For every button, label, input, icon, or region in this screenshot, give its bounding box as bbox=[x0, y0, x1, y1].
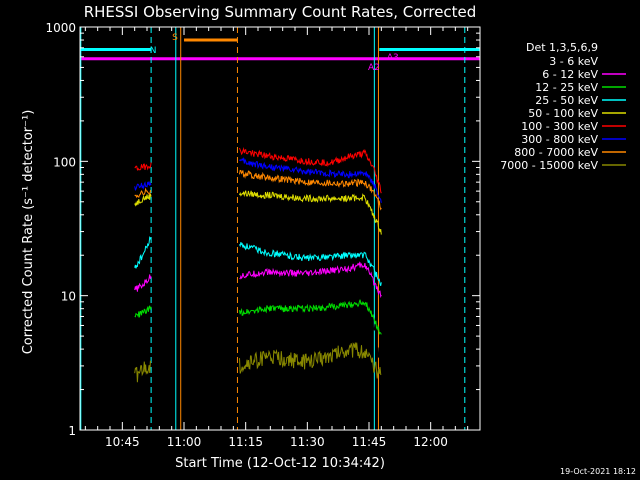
x-tick-label: 12:00 bbox=[413, 435, 448, 449]
legend-label: 25 - 50 keV bbox=[535, 94, 598, 107]
legend-label: 100 - 300 keV bbox=[521, 120, 598, 133]
series-line-4-1 bbox=[239, 190, 382, 235]
annotation-A3: A3 bbox=[387, 53, 399, 63]
series-line-5-1 bbox=[239, 146, 382, 194]
x-axis-label: Start Time (12-Oct-12 10:34:42) bbox=[175, 456, 385, 471]
series-line-3-0 bbox=[134, 236, 152, 269]
axes: 10:45 11:00 11:15 11:30 11:45 12:00 1 10 100 1000 bbox=[45, 21, 481, 449]
series-line-8-0 bbox=[134, 360, 152, 383]
plot-frame bbox=[79, 26, 481, 431]
series-line-6-1 bbox=[239, 156, 382, 203]
series-line-2-1 bbox=[239, 299, 382, 335]
legend-label: 6 - 12 keV bbox=[542, 68, 598, 81]
y-tick-label: 1 bbox=[68, 424, 76, 438]
y-axis-label: Corrected Count Rate (s⁻¹ detector⁻¹) bbox=[21, 110, 36, 355]
annotation-S: S bbox=[172, 33, 178, 43]
series-line-7-0 bbox=[134, 187, 152, 199]
x-tick-label: 10:45 bbox=[105, 435, 140, 449]
series-line-5-0 bbox=[134, 162, 152, 172]
chart-title: RHESSI Observing Summary Count Rates, Co… bbox=[84, 3, 477, 21]
series-line-1-1 bbox=[239, 261, 382, 299]
series-line-3-1 bbox=[239, 242, 382, 286]
series-line-2-0 bbox=[134, 305, 152, 319]
series-line-1-0 bbox=[134, 274, 152, 292]
legend-label: 3 - 6 keV bbox=[549, 55, 598, 68]
legend-label: 50 - 100 keV bbox=[528, 107, 598, 120]
series-line-4-0 bbox=[134, 193, 152, 207]
x-tick-label: 11:45 bbox=[352, 435, 387, 449]
series-line-7-1 bbox=[239, 169, 382, 211]
legend-label: 7000 - 15000 keV bbox=[500, 159, 598, 172]
footer-date: 19-Oct-2021 18:12 bbox=[560, 467, 636, 476]
legend-label: 800 - 7000 keV bbox=[514, 146, 598, 159]
x-tick-label: 11:30 bbox=[290, 435, 325, 449]
legend-label: 12 - 25 keV bbox=[535, 81, 598, 94]
y-tick-label: 10 bbox=[61, 290, 76, 304]
annotation-N: N bbox=[150, 46, 157, 56]
legend-label: 300 - 800 keV bbox=[521, 133, 598, 146]
plot-area: S N A2 A3 bbox=[80, 27, 480, 430]
series-line-0-0 bbox=[134, 391, 150, 412]
series-line-6-0 bbox=[134, 181, 152, 191]
x-tick-label: 11:00 bbox=[167, 435, 202, 449]
y-tick-label: 100 bbox=[53, 155, 76, 169]
series-line-8-1 bbox=[239, 342, 382, 379]
x-tick-label: 11:15 bbox=[228, 435, 263, 449]
series-line-0-1 bbox=[238, 285, 382, 378]
annotation-A2: A2 bbox=[368, 63, 380, 73]
y-tick-label: 1000 bbox=[45, 21, 76, 35]
legend-title: Det 1,3,5,6,9 bbox=[526, 41, 598, 54]
